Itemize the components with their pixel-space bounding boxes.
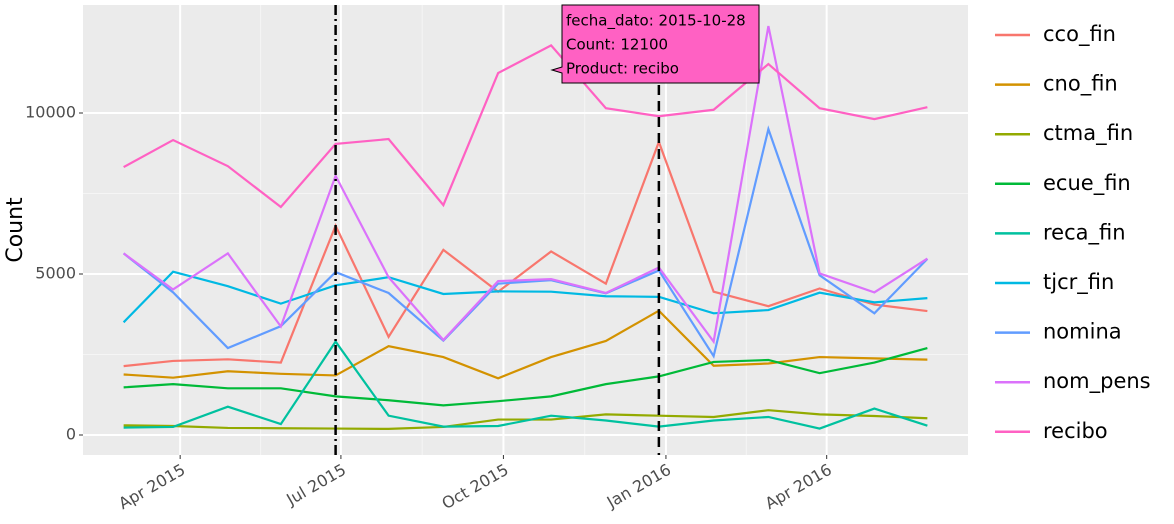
legend-label: ecue_fin (1043, 171, 1131, 196)
x-tick-label: Jan 2016 (603, 460, 674, 512)
tooltip: fecha_dato: 2015-10-28 Count: 12100 Produc… (550, 4, 760, 84)
panel (83, 5, 968, 455)
y-tick-label: 10000 (25, 103, 76, 122)
legend-label: cco_fin (1043, 22, 1116, 47)
series-line (123, 44, 928, 209)
tooltip-line: Count: 12100 (566, 36, 668, 54)
tooltip-line: Product: recibo (566, 60, 679, 78)
series-line (122, 270, 928, 324)
series-line (123, 138, 928, 368)
x-tick-label: Oct 2015 (439, 460, 512, 513)
series-line (122, 125, 929, 359)
y-tick-label: 5000 (35, 264, 76, 283)
legend-label: reca_fin (1043, 220, 1126, 245)
legend-label: nomina (1043, 320, 1122, 344)
tooltip-line: fecha_dato: 2015-10-28 (566, 12, 746, 31)
legend-label: cno_fin (1043, 72, 1118, 97)
series-line (123, 309, 928, 380)
legend-label: nom_pens (1043, 369, 1151, 394)
x-tick-label: Jul 2015 (282, 460, 349, 510)
legend-label: ctma_fin (1043, 121, 1133, 146)
legend-label: recibo (1043, 419, 1108, 443)
series-line (123, 347, 928, 407)
legend-label: tjcr_fin (1043, 270, 1114, 295)
series-line (122, 25, 928, 345)
y-tick-label: 0 (66, 425, 76, 444)
tooltip-box (550, 4, 760, 84)
x-tick-label: Apr 2016 (762, 460, 835, 513)
series-line (123, 409, 928, 430)
series-line (123, 339, 928, 430)
x-tick-label: Apr 2015 (115, 460, 188, 513)
y-axis-label: Count (3, 197, 28, 263)
